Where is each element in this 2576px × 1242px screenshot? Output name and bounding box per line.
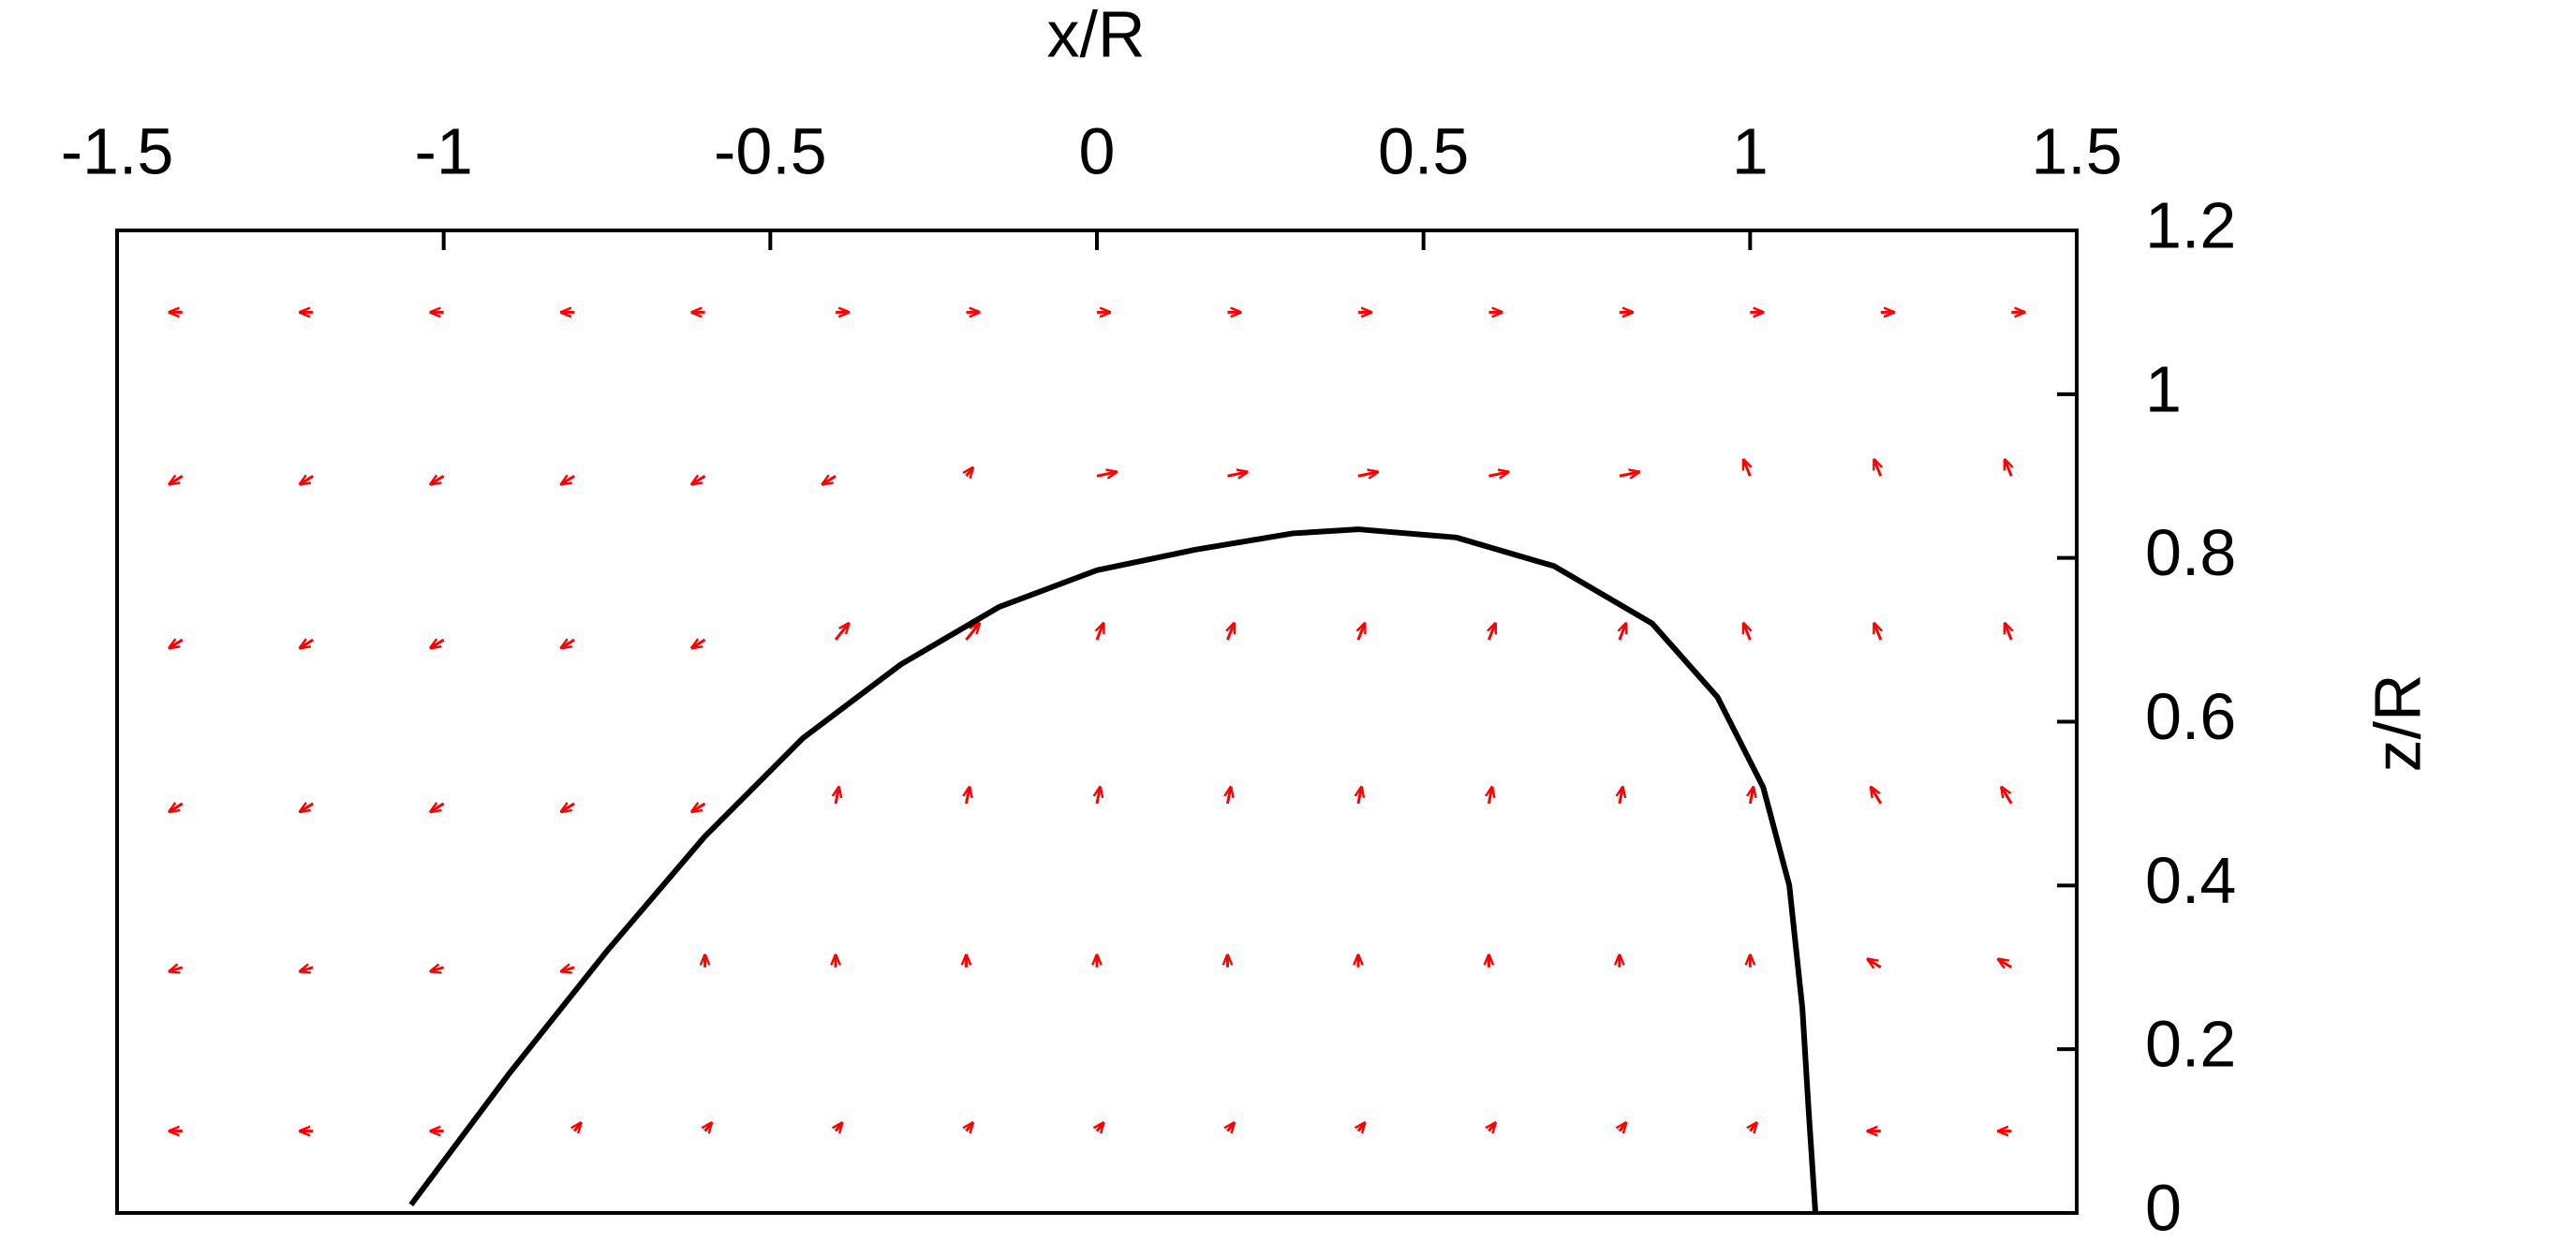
velocity-arrow — [692, 640, 706, 648]
velocity-arrow — [1750, 787, 1753, 805]
velocity-arrow — [1358, 624, 1365, 641]
velocity-arrow — [692, 804, 706, 812]
velocity-arrow — [1488, 1123, 1495, 1131]
velocity-arrow — [1096, 472, 1117, 476]
velocity-arrow — [170, 476, 184, 484]
x-tick-label: 1.5 — [2031, 114, 2122, 187]
velocity-arrow — [1227, 787, 1230, 805]
velocity-arrow — [836, 787, 838, 805]
velocity-arrow — [1097, 1123, 1103, 1131]
x-tick-label: 0.5 — [1378, 114, 1469, 187]
velocity-arrow — [574, 1123, 581, 1131]
velocity-arrow — [431, 804, 445, 812]
x-tick-label: -1 — [415, 114, 473, 187]
velocity-arrow — [300, 804, 314, 812]
velocity-arrow — [967, 787, 970, 805]
x-tick-label: -0.5 — [714, 114, 827, 187]
velocity-arrow — [2005, 460, 2011, 477]
velocity-arrow — [967, 468, 973, 477]
y-tick-label: 0.2 — [2145, 1008, 2236, 1081]
velocity-arrow — [1743, 624, 1750, 641]
velocity-arrow — [1097, 787, 1100, 805]
velocity-arrow — [1874, 460, 1881, 477]
velocity-arrow — [1227, 472, 1247, 476]
velocity-arrow — [692, 476, 706, 484]
velocity-arrow — [431, 476, 445, 484]
velocity-arrow — [1488, 472, 1508, 476]
velocity-arrow — [561, 804, 575, 812]
velocity-arrow — [1097, 624, 1103, 641]
y-tick-label: 0.4 — [2145, 844, 2236, 917]
velocity-arrow — [300, 968, 314, 971]
velocity-arrow — [1227, 624, 1234, 641]
x-tick-label: -1.5 — [61, 114, 174, 187]
y-tick-label: 0.6 — [2145, 680, 2236, 753]
velocity-arrow — [1874, 624, 1881, 641]
velocity-arrow — [1620, 624, 1626, 641]
velocity-arrow — [836, 1123, 842, 1131]
velocity-arrow — [1488, 787, 1491, 805]
velocity-arrow — [1871, 787, 1883, 805]
y-axis-label: z/R — [2361, 674, 2434, 773]
interface-curve — [408, 526, 1819, 1214]
velocity-arrow — [1358, 1123, 1365, 1131]
y-tick-label: 1 — [2145, 352, 2182, 425]
velocity-arrow — [834, 624, 849, 642]
velocity-arrow — [170, 640, 184, 648]
velocity-arrow — [431, 968, 445, 971]
x-axis-label: x/R — [1047, 0, 1146, 70]
velocity-arrow — [822, 476, 836, 484]
x-tick-label: 0 — [1079, 114, 1116, 187]
y-tick-label: 0.8 — [2145, 516, 2236, 589]
velocity-arrow — [561, 968, 575, 971]
velocity-arrow — [170, 804, 184, 812]
velocity-arrow — [1620, 1123, 1626, 1131]
velocity-arrow — [1488, 624, 1495, 641]
y-tick-label: 1.2 — [2145, 188, 2236, 261]
velocity-arrow — [1357, 472, 1378, 476]
x-tick-label: 1 — [1732, 114, 1769, 187]
velocity-arrow — [300, 476, 314, 484]
velocity-arrow — [300, 640, 314, 648]
velocity-arrow — [1620, 787, 1622, 805]
velocity-arrow — [705, 1123, 712, 1131]
velocity-arrow — [967, 1123, 973, 1131]
plot-frame — [115, 229, 2079, 1215]
velocity-arrow — [1358, 787, 1361, 805]
velocity-arrow — [1743, 460, 1750, 477]
velocity-arrow — [2005, 624, 2011, 641]
velocity-arrow — [431, 640, 445, 648]
velocity-arrow — [561, 476, 575, 484]
velocity-arrow — [1619, 472, 1639, 476]
velocity-arrow — [1227, 1123, 1234, 1131]
velocity-arrow — [1750, 1123, 1756, 1131]
y-tick-label: 0 — [2145, 1171, 2182, 1242]
velocity-arrow — [1868, 959, 1882, 968]
velocity-arrow — [1998, 959, 2013, 968]
velocity-arrow — [170, 968, 184, 971]
velocity-arrow — [561, 640, 575, 648]
velocity-arrow — [2002, 787, 2013, 805]
velocity-arrow — [965, 624, 980, 642]
